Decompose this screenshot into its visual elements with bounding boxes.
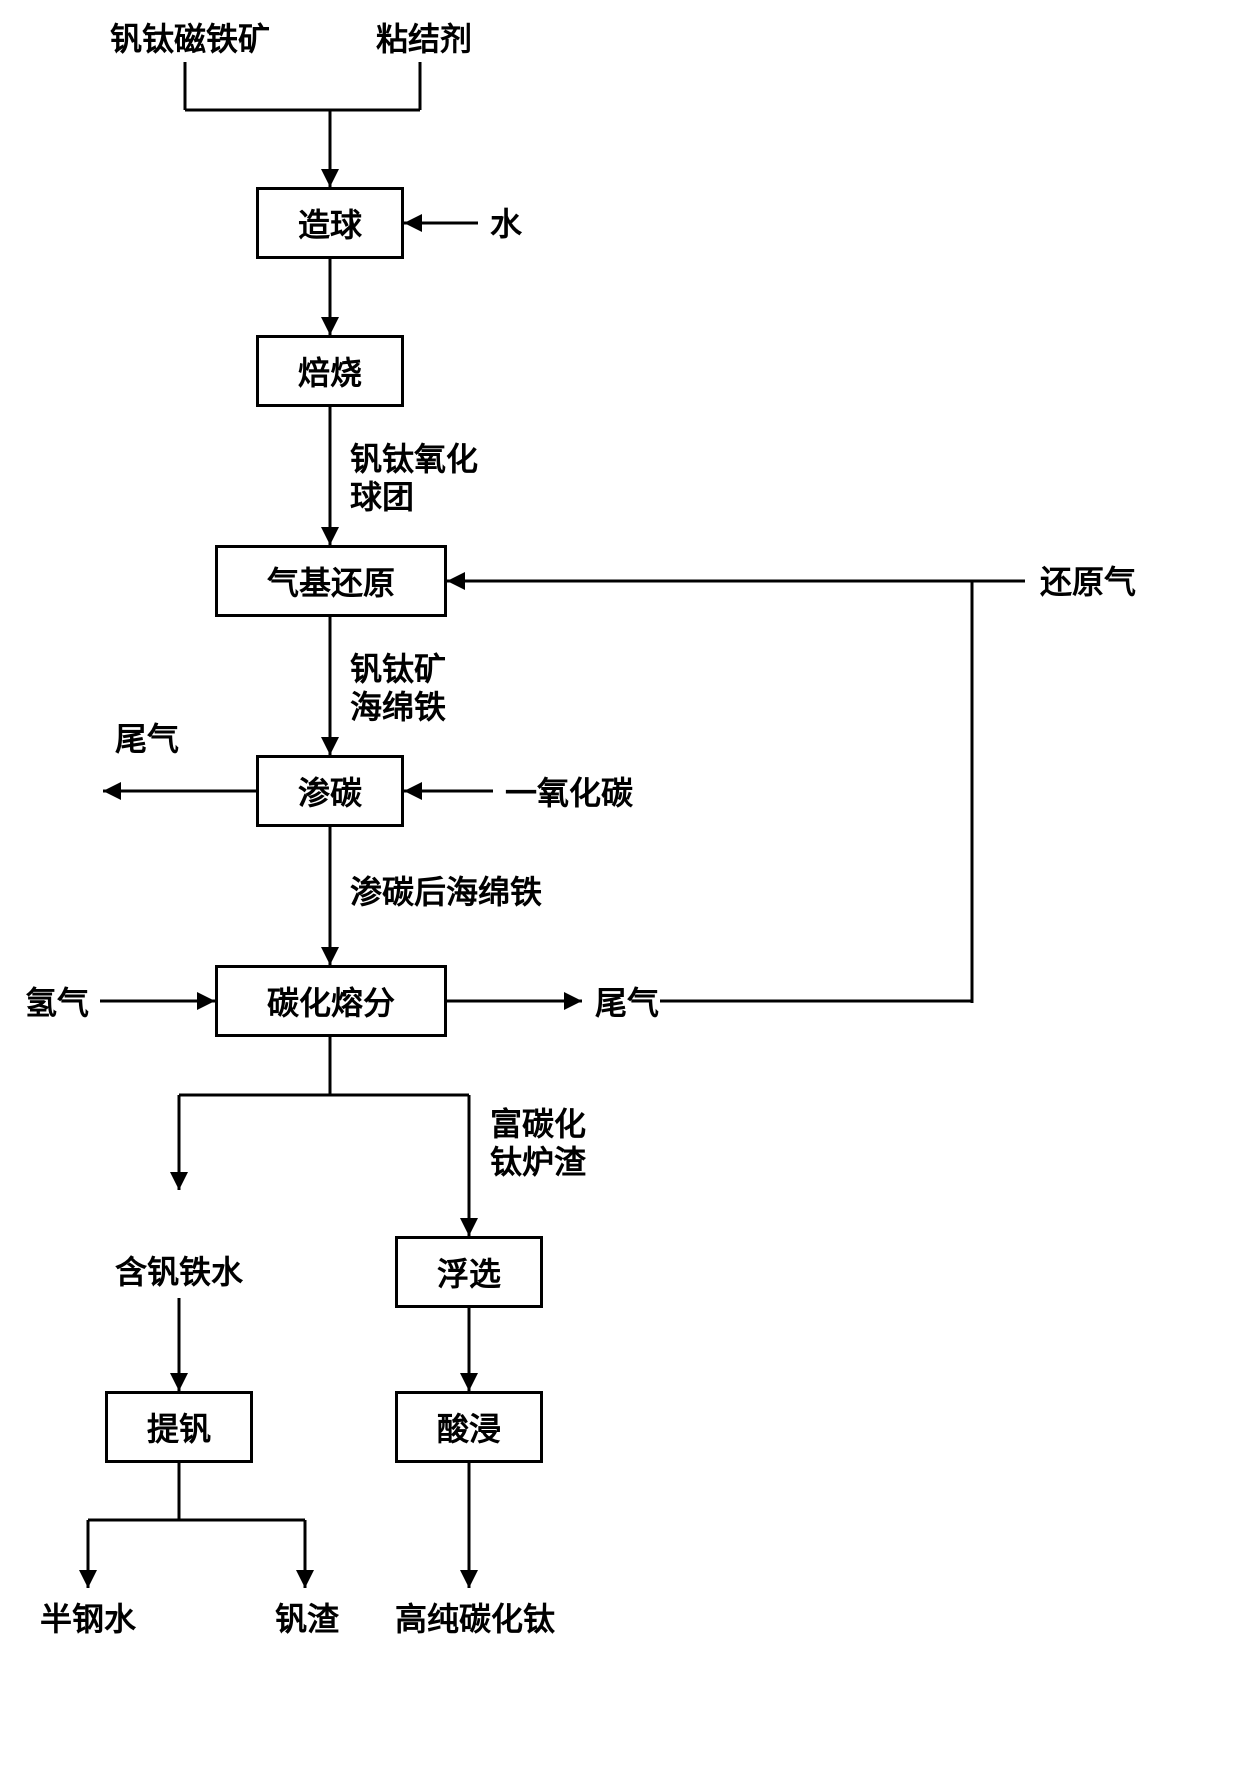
label-vt_sponge: 钒钛矿海绵铁 xyxy=(350,650,446,727)
box-label-roast: 焙烧 xyxy=(298,348,362,394)
box-carburize: 渗碳 xyxy=(256,755,404,827)
box-label-acid_leach: 酸浸 xyxy=(437,1404,501,1450)
label-vt_magnetite: 钒钛磁铁矿 xyxy=(110,20,270,58)
label-vt_ox_pellet: 钒钛氧化球团 xyxy=(350,440,478,517)
label-v_slag: 钒渣 xyxy=(275,1600,339,1638)
label-tail_gas_1: 尾气 xyxy=(115,720,179,758)
box-label-v_extract: 提钒 xyxy=(147,1404,211,1450)
box-label-carbide_melt: 碳化熔分 xyxy=(267,978,395,1024)
box-acid_leach: 酸浸 xyxy=(395,1391,543,1463)
label-hp_tic: 高纯碳化钛 xyxy=(395,1600,555,1638)
label-post_carb: 渗碳后海绵铁 xyxy=(350,873,542,911)
label-hydrogen: 氢气 xyxy=(25,984,89,1022)
label-reducing_gas: 还原气 xyxy=(1040,563,1136,601)
box-label-flotation: 浮选 xyxy=(437,1249,501,1295)
box-v_extract: 提钒 xyxy=(105,1391,253,1463)
label-v_hotmetal: 含钒铁水 xyxy=(115,1253,243,1291)
box-roast: 焙烧 xyxy=(256,335,404,407)
connector-layer xyxy=(0,0,1240,1769)
label-binder: 粘结剂 xyxy=(376,20,472,58)
box-label-carburize: 渗碳 xyxy=(298,768,362,814)
flowchart-canvas: 造球焙烧气基还原渗碳碳化熔分浮选提钒 酸浸 钒钛磁铁矿 粘结剂水钒钛氧化球团还原气钒钛… xyxy=(0,0,1240,1769)
label-semi_steel: 半钢水 xyxy=(40,1600,136,1638)
box-pelletize: 造球 xyxy=(256,187,404,259)
box-flotation: 浮选 xyxy=(395,1236,543,1308)
label-tail_gas_2: 尾气 xyxy=(595,984,659,1022)
box-label-pelletize: 造球 xyxy=(298,200,362,246)
label-water: 水 xyxy=(490,205,522,243)
box-carbide_melt: 碳化熔分 xyxy=(215,965,447,1037)
label-ticrich_slag: 富碳化钛炉渣 xyxy=(490,1105,586,1182)
box-label-gas_reduce: 气基还原 xyxy=(267,558,395,604)
box-gas_reduce: 气基还原 xyxy=(215,545,447,617)
label-co: 一氧化碳 xyxy=(505,774,633,812)
